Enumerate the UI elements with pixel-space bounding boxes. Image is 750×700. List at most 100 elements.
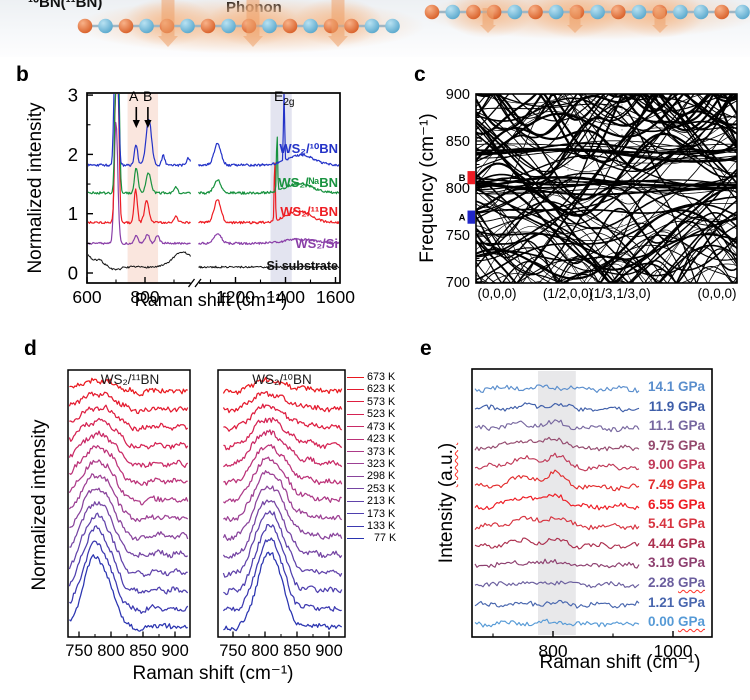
- panel-d-title-11bn: WS₂/¹¹BN: [100, 372, 160, 387]
- legend-line: [347, 451, 364, 453]
- legend-label: 523 K: [367, 408, 396, 421]
- svg-text:600: 600: [72, 287, 101, 307]
- curve-label: WS₂/¹¹BN: [280, 204, 338, 219]
- e2g-label: E2g: [274, 88, 295, 108]
- legend-label: 673 K: [367, 371, 396, 383]
- legend-label: 298 K: [367, 470, 396, 483]
- curve-label: WS₂/¹⁰BN: [279, 141, 338, 156]
- panel-c-plot: 700 750 800 850 900 (0,0,0) (1/2,0,0)(1/3,1/3,…: [446, 87, 738, 301]
- pressure-label: 3.19 GPa: [647, 555, 705, 571]
- legend-line: [347, 438, 364, 440]
- svg-text:1600: 1600: [316, 287, 355, 307]
- panel-b-ylabel: Normalized intensity: [25, 102, 47, 274]
- svg-text:850: 850: [129, 642, 157, 660]
- svg-text:800: 800: [538, 641, 567, 661]
- legend-label: 77 K: [374, 532, 397, 545]
- svg-text:(0,0,0): (0,0,0): [477, 286, 516, 301]
- svg-text:0: 0: [68, 263, 78, 284]
- legend-line: [347, 488, 364, 490]
- svg-text:850: 850: [446, 134, 470, 150]
- legend-label: 173 K: [367, 507, 396, 520]
- legend-item: 473 K: [347, 421, 395, 433]
- legend-item: 298 K: [347, 470, 395, 482]
- legend-item: 423 K: [347, 433, 395, 445]
- svg-text:750: 750: [65, 642, 93, 660]
- svg-text:750: 750: [446, 228, 470, 244]
- legend-label: 253 K: [367, 482, 396, 495]
- curve-label: Si substrate: [266, 259, 338, 273]
- pressure-label: 9.00 GPa: [647, 457, 705, 473]
- svg-text:A: A: [459, 213, 466, 224]
- svg-text:3: 3: [68, 85, 78, 106]
- legend-label: 133 K: [367, 520, 396, 533]
- pressure-label: 1.21 GPa: [647, 594, 705, 610]
- panel-letter-d: d: [24, 337, 37, 360]
- panel-c-ylabel: Frequency (cm⁻¹): [417, 113, 439, 263]
- pressure-label: 6.55 GPa: [647, 496, 705, 512]
- panel-e-ylabel: Intensity (a.u.): [436, 442, 458, 564]
- panel-d-title-10bn: WS₂/¹⁰BN: [252, 372, 312, 387]
- svg-text:(0,0,0): (0,0,0): [697, 286, 736, 301]
- svg-text:1: 1: [68, 203, 78, 224]
- svg-text:850: 850: [283, 642, 311, 660]
- svg-text:(1/3,1/3,0): (1/3,1/3,0): [589, 286, 651, 301]
- svg-text:800: 800: [251, 642, 279, 660]
- legend-label: 213 K: [367, 495, 396, 508]
- svg-text:1200: 1200: [216, 287, 255, 307]
- pressure-label: 9.75 GPa: [647, 437, 705, 453]
- pressure-label: 7.49 GPa: [647, 477, 705, 492]
- panel-d-xlabel: Raman shift (cm⁻¹): [132, 663, 294, 684]
- legend-label: 573 K: [367, 395, 396, 408]
- peak-a-label: A: [129, 88, 139, 104]
- pressure-label: 11.1 GPa: [648, 418, 705, 434]
- legend-line: [347, 500, 364, 502]
- peak-b-label: B: [143, 88, 153, 104]
- svg-text:800: 800: [130, 287, 159, 307]
- isotope-label: ¹⁰BN(¹¹BN): [28, 0, 103, 11]
- svg-text:B: B: [459, 173, 466, 184]
- pressure-label: 14.1 GPa: [647, 379, 705, 394]
- legend-label: 473 K: [367, 420, 396, 433]
- legend-item: 213 K: [347, 495, 395, 507]
- legend-label: 373 K: [367, 445, 396, 458]
- svg-text:(1/2,0,0): (1/2,0,0): [543, 286, 593, 301]
- legend-item: 573 K: [347, 396, 395, 408]
- pressure-label: 11.9 GPa: [648, 398, 705, 414]
- svg-text:900: 900: [161, 642, 189, 660]
- legend-line: [347, 475, 364, 477]
- panel-letter-e: e: [420, 337, 432, 360]
- legend-item: 173 K: [347, 508, 395, 520]
- panel-d-plot: 750 800 850 900 750 800 850 900: [65, 369, 346, 660]
- svg-text:900: 900: [446, 87, 470, 103]
- curve-label: WS₂/Si: [295, 236, 338, 251]
- legend-item: 77 K: [347, 532, 396, 544]
- legend-label: 323 K: [367, 457, 396, 470]
- legend-item: 253 K: [347, 483, 395, 495]
- curve-label: WS₂/ᴺᵃBN: [278, 175, 338, 190]
- legend-item: 323 K: [347, 458, 395, 470]
- legend-line: [347, 376, 364, 378]
- legend-item: 133 K: [347, 520, 395, 532]
- legend-item: 373 K: [347, 446, 395, 458]
- legend-line: [347, 388, 364, 390]
- legend-line: [347, 401, 364, 403]
- pressure-label: 4.44 GPa: [647, 535, 705, 551]
- pressure-label: 2.28 GPa: [647, 575, 705, 590]
- legend-line: [347, 525, 364, 527]
- pressure-label: 0.00 GPa: [647, 614, 705, 630]
- svg-text:900: 900: [315, 642, 343, 660]
- legend-line: [347, 426, 364, 428]
- panel-letter-c: c: [414, 63, 426, 86]
- legend-item: 623 K: [347, 383, 395, 395]
- panel-b-xlabel: Raman shift (cm⁻¹): [134, 290, 288, 310]
- svg-text:800: 800: [446, 181, 470, 197]
- legend-item: 523 K: [347, 408, 395, 420]
- panel-letter-b: b: [16, 63, 29, 86]
- panel-e-plot: 800 1000: [471, 368, 713, 661]
- legend-line: [347, 413, 364, 415]
- legend-line: [347, 537, 364, 539]
- legend-label: 423 K: [367, 433, 396, 446]
- svg-text:1000: 1000: [654, 641, 693, 661]
